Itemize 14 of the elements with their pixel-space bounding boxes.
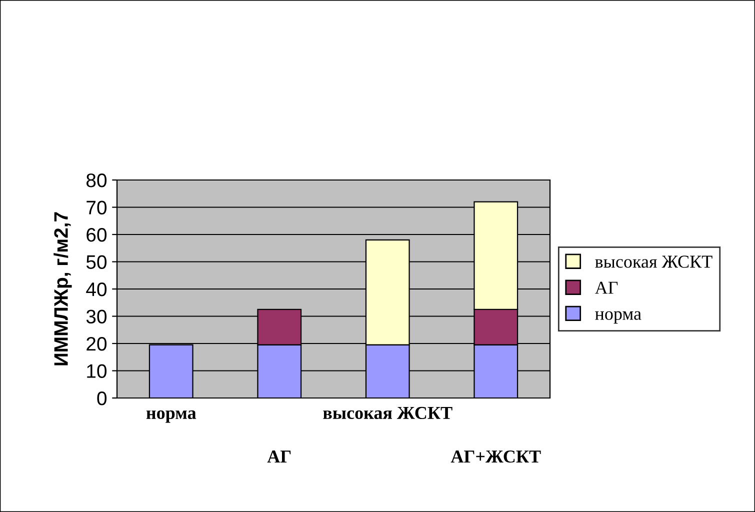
x-tick-label: АГ+ЖСКТ [450, 450, 541, 463]
legend-label: норма [595, 311, 642, 324]
y-tick-label: 70 [86, 200, 107, 214]
y-axis-title: ИММЛЖр, г/м2,7 [54, 212, 72, 366]
y-tick-label: 30 [86, 310, 107, 324]
y-tick-label: 40 [86, 282, 107, 296]
y-tick-label: 10 [87, 364, 107, 378]
legend-label: АГ [594, 282, 618, 294]
y-tick-label: 50 [86, 255, 107, 269]
y-tick-label: 80 [86, 173, 107, 188]
legend-label: высокая ЖСКТ [595, 256, 712, 268]
y-tick-label: 60 [86, 228, 107, 242]
y-tick-label: 20 [86, 336, 107, 351]
y-tick-label: 0 [97, 391, 107, 406]
